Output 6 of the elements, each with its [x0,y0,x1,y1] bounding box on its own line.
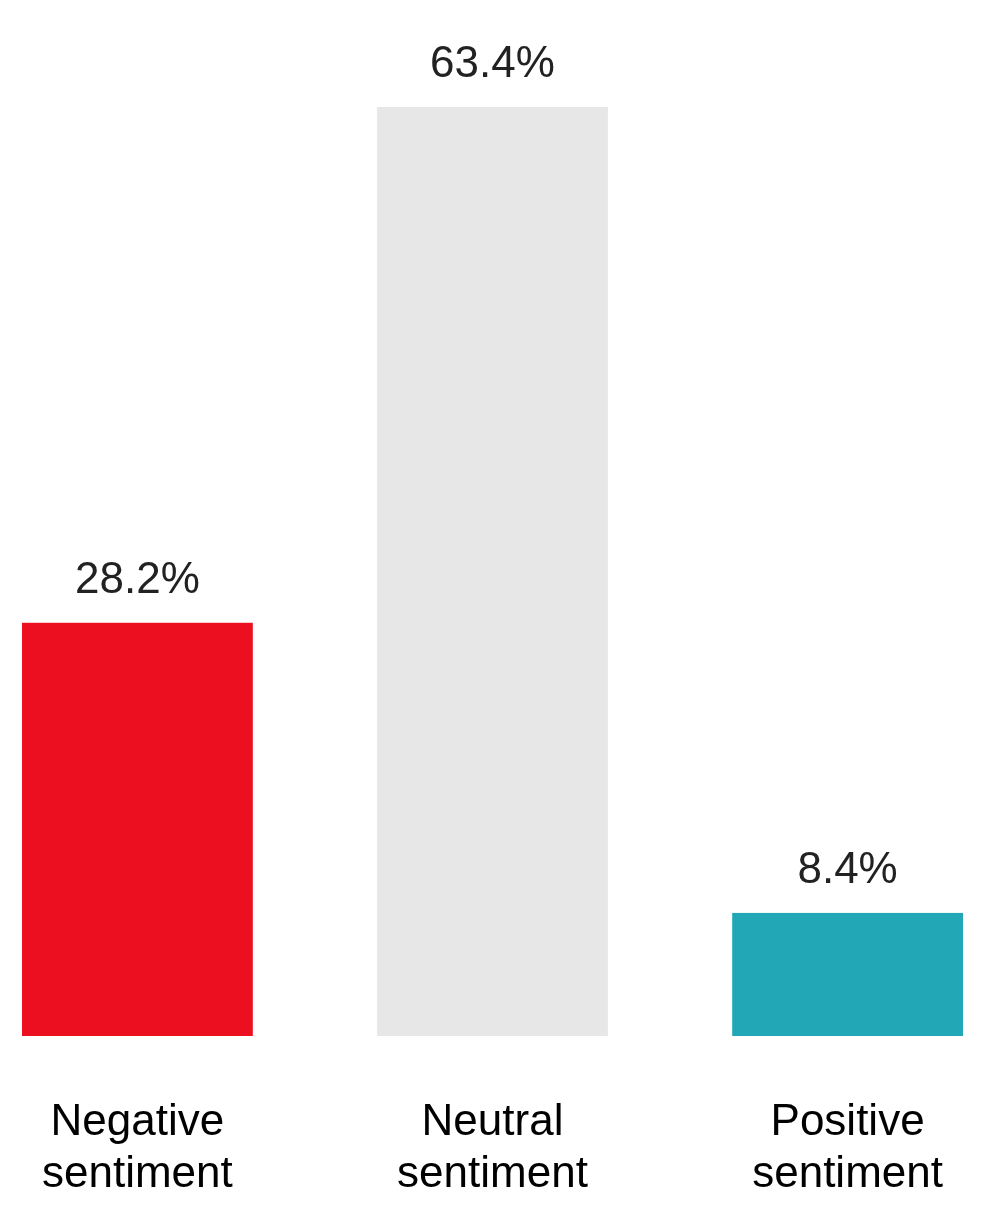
data-label: 63.4% [430,37,555,86]
data-label: 28.2% [75,552,200,602]
x-tick-label: Negative sentiment [42,1095,233,1196]
data-label: 8.4% [797,842,898,892]
x-tick-label: Neutral sentiment [397,1095,588,1196]
x-tick-label: Positive sentiment [752,1095,943,1196]
